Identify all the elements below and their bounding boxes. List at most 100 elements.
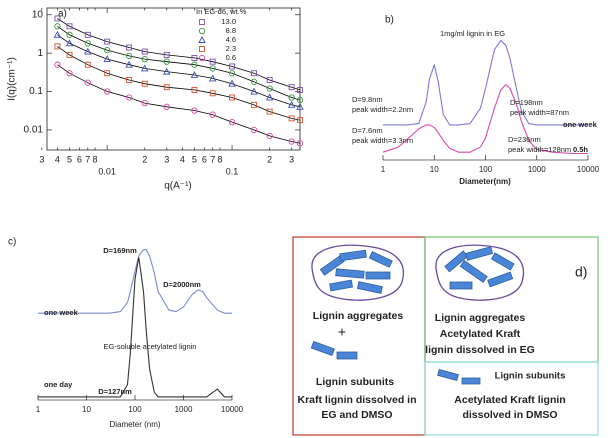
annotation: peak width=2.2nm [352, 105, 413, 114]
marker [141, 99, 148, 107]
y-axis-label: I(q)(cm⁻¹) [7, 57, 18, 101]
annotation: D=169nm [103, 246, 137, 255]
marker [288, 138, 295, 145]
annotation: 1mg/ml lignin in EG [440, 29, 505, 38]
marker [141, 55, 148, 63]
x-tick-label: 2 [267, 154, 272, 164]
annotation: peak width=3.3nm [352, 136, 413, 145]
x-axis-label: Diameter (nm) [109, 420, 160, 429]
marker [191, 61, 198, 68]
x-tick-label: 10000 [577, 165, 600, 174]
panel-label: b) [385, 15, 394, 26]
marker [162, 67, 171, 75]
annotation: EG-soluble acetylated lignin [104, 342, 197, 351]
x-tick-label: 10 [430, 165, 439, 174]
x-tick-label: 0.01 [98, 166, 116, 176]
x-tick-label: 100 [128, 405, 142, 414]
annotation: D=236nm [508, 135, 541, 144]
marker [288, 84, 295, 91]
marker [288, 94, 295, 101]
marker [54, 23, 61, 30]
x-tick-label: 10 [82, 405, 91, 414]
marker [250, 78, 258, 85]
x-tick-label: 1 [381, 165, 386, 174]
x-tick-label: 5 [67, 154, 72, 164]
marker [208, 74, 217, 82]
marker [84, 61, 91, 68]
annotation: D=9.8nm [352, 95, 383, 104]
y-tick-label: 10 [32, 9, 44, 20]
x-axis-label: q(A⁻¹) [164, 181, 192, 192]
marker [191, 107, 198, 114]
aggregate-outline [435, 244, 525, 301]
aggregate-rods [444, 246, 515, 290]
marker [297, 117, 303, 124]
marker [141, 80, 148, 87]
x-tick-label: 7 [85, 154, 90, 164]
y-tick-label: 0.01 [24, 125, 44, 136]
marker [66, 23, 73, 30]
marker [229, 94, 235, 101]
legend-label: 13.0 [221, 17, 236, 26]
marker [66, 70, 73, 77]
series-line [57, 34, 301, 108]
x-tick-label: 4 [55, 154, 60, 164]
annotation: D=127nm [98, 387, 132, 396]
y-tick-label: 0.1 [29, 86, 43, 97]
marker [163, 84, 170, 91]
marker [126, 44, 133, 51]
label: Lignin aggregates [313, 310, 404, 322]
x-axis-label: Diameter(nm) [459, 177, 511, 186]
marker [229, 63, 235, 70]
plot-frame [46, 7, 301, 151]
caption: dissolved in DMSO [462, 409, 557, 421]
series-line [383, 39, 588, 126]
marker [125, 60, 133, 68]
subunit-rod [336, 351, 358, 360]
x-tick-label: 2 [142, 154, 147, 164]
marker [209, 90, 216, 97]
caption: EG and DMSO [321, 409, 392, 421]
x-tick-label: 3 [164, 154, 169, 164]
panel-label: c) [8, 237, 16, 248]
subunit-rod [437, 369, 459, 381]
series-line [382, 83, 588, 155]
annotation: D=2000nm [163, 280, 201, 289]
x-tick-label: 0.1 [226, 166, 239, 176]
marker [209, 111, 216, 118]
caption: Kraft lignin dissolved in [297, 394, 416, 406]
marker [125, 94, 133, 101]
marker [84, 31, 91, 38]
subunit-rod [461, 377, 481, 385]
series-line [57, 25, 301, 101]
marker [54, 61, 61, 68]
marker [251, 101, 257, 108]
legend-swatch [198, 27, 206, 35]
panel-label: a) [58, 9, 67, 20]
x-tick-label: 6 [77, 154, 82, 164]
chart: 1 10 100 1000 10000 one week 0.5h b) Diameter(nm… [352, 15, 600, 186]
marker [228, 79, 236, 87]
marker [265, 93, 274, 101]
marker [266, 77, 273, 83]
series-label: one week [563, 120, 598, 129]
panel-d: Lignin aggregates + Lignin subunits Kraf… [292, 236, 599, 436]
marker [104, 38, 111, 45]
aggregate-rods [319, 249, 393, 294]
legend-swatch [199, 19, 205, 25]
marker [251, 70, 257, 77]
x-tick-label: 3 [289, 154, 294, 164]
legend-label: 8.8 [226, 26, 236, 35]
x-tick-label: 3 [39, 154, 44, 164]
marker [209, 65, 216, 72]
annotation: peak width=87nm [510, 108, 569, 117]
x-tick-label: 6 [202, 154, 207, 164]
caption: Acetylated Kraft lignin [454, 394, 565, 406]
series-line [57, 64, 301, 144]
marker [296, 96, 304, 104]
marker [191, 54, 198, 61]
marker [141, 48, 148, 55]
marker [266, 85, 273, 92]
x-tick-label: 7 [210, 154, 215, 164]
